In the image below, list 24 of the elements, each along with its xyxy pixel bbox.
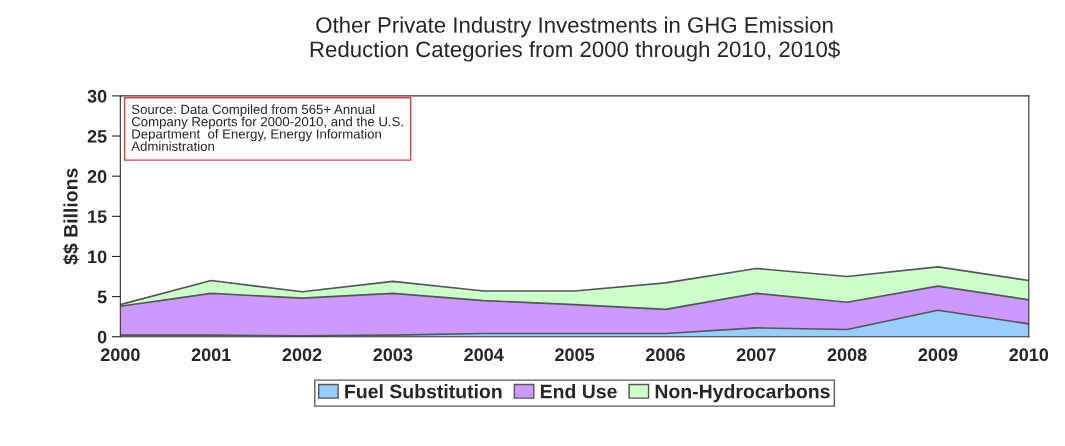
y-tick-label: 30 [87,89,107,103]
y-axis-title: $$ Billions [63,168,79,265]
x-tick-label: 2010 [1009,348,1049,362]
y-tick-label: 10 [88,250,107,264]
annotation: Source: Data Compiled from 565+ Annual Company Reports for 2000-2010, and the U.S. Department of Energy, Energy Information Administration [131,104,403,151]
x-tick-label: 2002 [282,348,322,362]
y-tick-label: 15 [88,210,107,224]
y-tick-label: 5 [97,290,107,304]
x-tick-label: 2004 [464,348,504,362]
x-tick-label: 2000 [100,348,140,362]
x-tick-label: 2009 [918,348,958,362]
x-tick-label: 2006 [645,348,685,362]
legend-label: End Use [540,384,617,399]
x-tick-label: 2003 [373,348,413,362]
y-tick-label: 20 [87,170,107,183]
x-tick-label: 2005 [555,348,595,362]
x-tick-label: 2008 [827,348,867,362]
legend-label: Fuel Substitution [345,384,502,399]
x-tick-label: 2001 [191,348,231,362]
chart-title: Other Private Industry Investments in GHG Emission Reduction Categories from 2000 through 2010, 2010$ [310,16,840,62]
y-tick-label: 0 [97,330,107,344]
legend-label: Non-Hydrocarbons [655,384,830,403]
x-tick-label: 2007 [736,348,776,362]
y-tick-label: 25 [87,129,107,143]
